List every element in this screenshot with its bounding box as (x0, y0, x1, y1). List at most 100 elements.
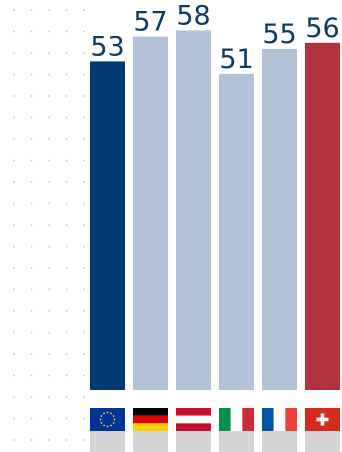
value-label-germany: 57 (133, 7, 167, 38)
grid-dot (65, 396, 68, 398)
grid-dot (48, 138, 50, 140)
base-strip-italy (219, 431, 254, 452)
grid-dot (13, 224, 15, 226)
grid-dot (83, 331, 85, 334)
grid-dot (13, 138, 15, 140)
grid-dot (48, 439, 50, 441)
grid-dot (13, 374, 15, 377)
grid-dot (83, 202, 85, 205)
grid-dot (65, 224, 68, 226)
grid-dot (48, 374, 50, 377)
base-strip-germany (133, 431, 168, 452)
bar-france (262, 49, 297, 390)
base-strip-switzerland (305, 431, 340, 452)
bar-eu (90, 61, 125, 391)
grid-dot (65, 267, 68, 269)
base-strip-austria (176, 431, 211, 452)
grid-dot (48, 202, 50, 205)
bar-austria (176, 30, 211, 391)
grid-dot (83, 30, 85, 33)
grid-dot (13, 159, 15, 162)
grid-dot (48, 181, 50, 183)
grid-dot (48, 9, 50, 11)
grid-dot (30, 73, 33, 76)
grid-dot (65, 353, 68, 355)
grid-dot (83, 181, 85, 183)
switzerland-flag-icon (305, 408, 340, 431)
grid-dot (65, 9, 68, 11)
grid-dot (65, 138, 68, 140)
grid-dot (30, 396, 33, 398)
grid-dot (30, 310, 33, 312)
grid-dot (30, 267, 33, 269)
grid-dot (30, 159, 33, 162)
grid-dot (65, 30, 68, 33)
grid-dot (83, 245, 85, 248)
grid-dot (65, 202, 68, 205)
grid-dot (48, 396, 50, 398)
grid-dot (48, 417, 50, 420)
grid-dot (83, 9, 85, 11)
grid-dot (48, 267, 50, 269)
grid-dot (13, 245, 15, 248)
base-strip-eu (90, 431, 125, 452)
grid-dot (83, 159, 85, 162)
grid-dot (48, 288, 50, 291)
grid-dot (13, 73, 15, 76)
france-flag-icon (262, 408, 297, 431)
grid-dot (83, 138, 85, 140)
grid-dot (30, 9, 33, 11)
grid-dot (48, 52, 50, 54)
grid-dot (30, 331, 33, 334)
grid-dot (30, 245, 33, 248)
grid-dot (30, 288, 33, 291)
grid-dot (13, 267, 15, 269)
grid-dot (83, 310, 85, 312)
grid-dot (13, 310, 15, 312)
bar-switzerland (305, 42, 340, 391)
grid-dot (83, 116, 85, 119)
grid-dot (48, 310, 50, 312)
grid-dot (65, 52, 68, 54)
grid-dot (30, 224, 33, 226)
grid-dot (30, 439, 33, 441)
grid-dot (65, 374, 68, 377)
grid-dot (65, 331, 68, 334)
grid-dot (48, 331, 50, 334)
grid-dot (83, 224, 85, 226)
value-label-italy: 51 (219, 44, 253, 75)
value-label-austria: 58 (176, 0, 210, 31)
grid-dot (13, 9, 15, 11)
flag-row (90, 408, 340, 431)
grid-dot (83, 353, 85, 355)
grid-dot (48, 159, 50, 162)
grid-dot (30, 374, 33, 377)
grid-dot (83, 267, 85, 269)
value-label-france: 55 (262, 19, 296, 50)
eu-flag-icon (90, 408, 125, 431)
grid-dot (13, 417, 15, 420)
grid-dot (13, 202, 15, 205)
bar-germany (133, 36, 168, 390)
grid-dot (48, 30, 50, 33)
austria-flag-icon (176, 408, 211, 431)
bar-italy (219, 73, 254, 391)
grid-dot (48, 224, 50, 226)
grid-dot (13, 116, 15, 119)
germany-flag-icon (133, 408, 168, 431)
grid-dots (13, 9, 85, 441)
grid-dot (65, 288, 68, 291)
grid-dot (83, 288, 85, 291)
bars (90, 30, 340, 391)
grid-dot (83, 95, 85, 97)
grid-dot (65, 439, 68, 441)
grid-dot (83, 73, 85, 76)
grid-dot (83, 374, 85, 377)
grid-dot (83, 52, 85, 54)
grid-dot (48, 95, 50, 97)
grid-dot (65, 310, 68, 312)
value-label-eu: 53 (90, 31, 124, 62)
grid-dot (30, 417, 33, 420)
grid-dot (48, 245, 50, 248)
